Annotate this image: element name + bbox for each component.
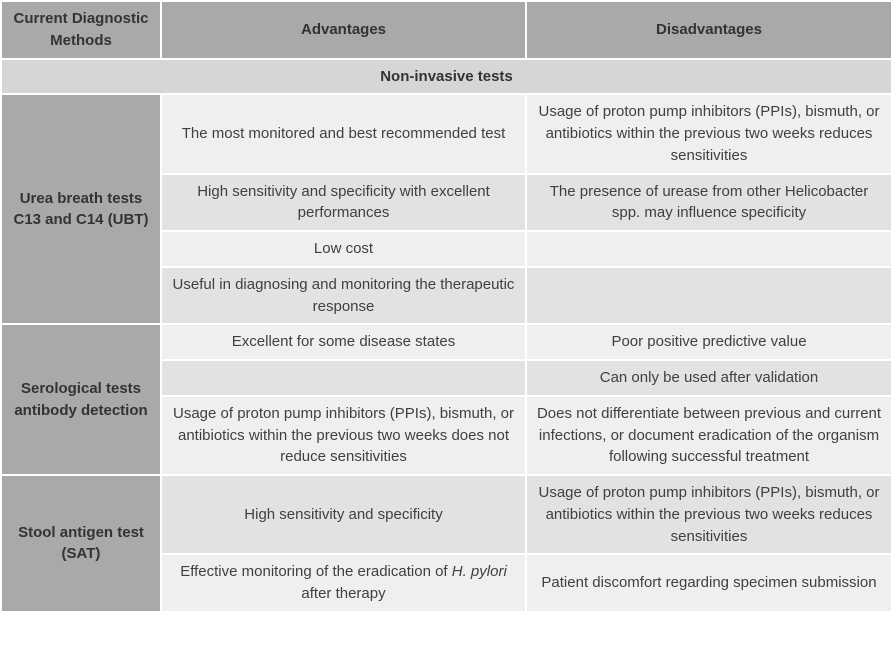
advantage-cell: Useful in diagnosing and monitoring the … <box>161 267 526 325</box>
group-label: Serological tests antibody detection <box>1 324 161 475</box>
disadvantage-cell <box>526 267 891 325</box>
section-title: Non-invasive tests <box>1 59 891 95</box>
col-header-disadvantages: Disadvantages <box>526 1 891 59</box>
advantage-cell: High sensitivity and specificity <box>161 475 526 554</box>
table-row: Stool antigen test (SAT)High sensitivity… <box>1 475 891 554</box>
advantage-cell: The most monitored and best recommended … <box>161 94 526 173</box>
disadvantage-cell: Can only be used after validation <box>526 360 891 396</box>
disadvantage-cell: The presence of urease from other Helico… <box>526 174 891 232</box>
disadvantage-cell <box>526 231 891 267</box>
advantage-cell: Low cost <box>161 231 526 267</box>
section-row: Non-invasive tests <box>1 59 891 95</box>
advantage-cell <box>161 360 526 396</box>
advantage-cell: High sensitivity and specificity with ex… <box>161 174 526 232</box>
advantage-cell: Excellent for some disease states <box>161 324 526 360</box>
disadvantage-cell: Does not differentiate between previous … <box>526 396 891 475</box>
disadvantage-cell: Usage of proton pump inhibitors (PPIs), … <box>526 475 891 554</box>
table-row: Serological tests antibody detectionExce… <box>1 324 891 360</box>
advantage-cell: Effective monitoring of the eradication … <box>161 554 526 612</box>
table-row: Urea breath tests C13 and C14 (UBT)The m… <box>1 94 891 173</box>
col-header-advantages: Advantages <box>161 1 526 59</box>
disadvantage-cell: Poor positive predictive value <box>526 324 891 360</box>
table-body: Non-invasive tests Urea breath tests C13… <box>1 59 891 612</box>
header-row: Current Diagnostic Methods Advantages Di… <box>1 1 891 59</box>
disadvantage-cell: Patient discomfort regarding specimen su… <box>526 554 891 612</box>
disadvantage-cell: Usage of proton pump inhibitors (PPIs), … <box>526 94 891 173</box>
group-label: Stool antigen test (SAT) <box>1 475 161 612</box>
diagnostic-methods-table: Current Diagnostic Methods Advantages Di… <box>0 0 891 613</box>
advantage-cell: Usage of proton pump inhibitors (PPIs), … <box>161 396 526 475</box>
group-label: Urea breath tests C13 and C14 (UBT) <box>1 94 161 324</box>
col-header-method: Current Diagnostic Methods <box>1 1 161 59</box>
